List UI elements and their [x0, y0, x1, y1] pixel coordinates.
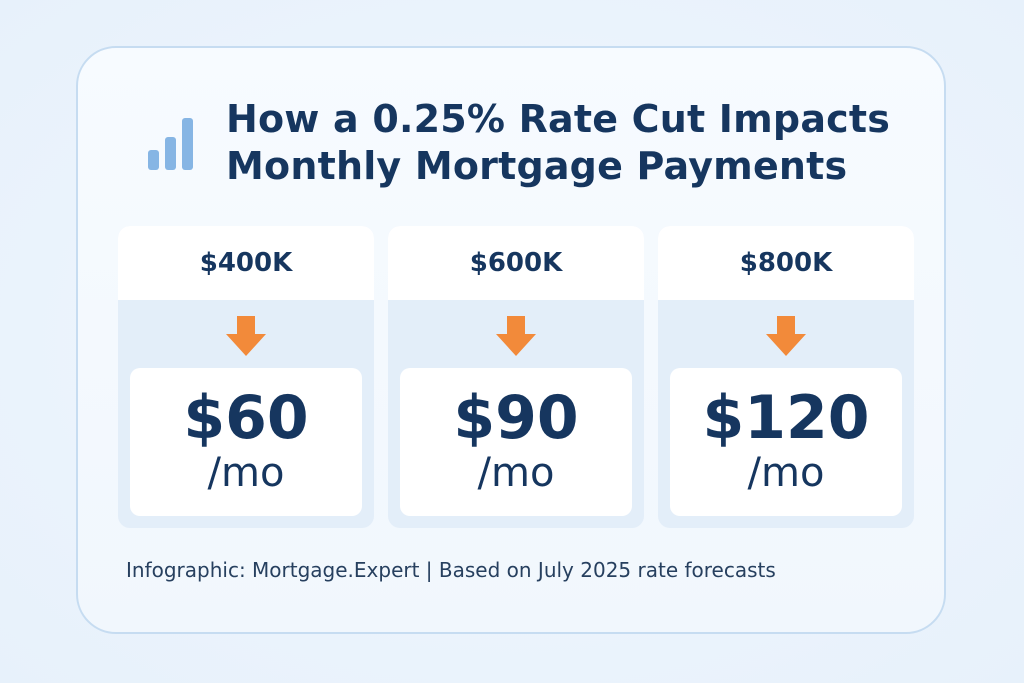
- savings-unit: /mo: [747, 450, 825, 496]
- savings-unit: /mo: [477, 450, 555, 496]
- savings-amount: $90: [453, 383, 579, 453]
- savings-amount: $120: [702, 383, 870, 453]
- savings-unit: /mo: [207, 450, 285, 496]
- arrow-down-icon: [226, 316, 266, 356]
- savings-amount: $60: [183, 383, 309, 453]
- arrow-down-icon: [496, 316, 536, 356]
- tier-card-600k: $600K $90 /mo: [388, 226, 644, 528]
- loan-amount: $800K: [658, 226, 914, 300]
- tier-list: $400K $60 /mo $600K $90 /mo: [118, 226, 914, 528]
- infographic-card: How a 0.25% Rate Cut Impacts Monthly Mor…: [76, 46, 946, 634]
- title-line-1: How a 0.25% Rate Cut Impacts: [226, 97, 891, 141]
- savings-box: $60 /mo: [130, 368, 362, 516]
- tier-card-800k: $800K $120 /mo: [658, 226, 914, 528]
- loan-amount: $600K: [388, 226, 644, 300]
- page-title: How a 0.25% Rate Cut Impacts Monthly Mor…: [226, 96, 890, 190]
- tier-card-400k: $400K $60 /mo: [118, 226, 374, 528]
- savings-box: $120 /mo: [670, 368, 902, 516]
- title-line-2: Monthly Mortgage Payments: [226, 144, 848, 188]
- savings-box: $90 /mo: [400, 368, 632, 516]
- bar-chart-icon: [148, 118, 194, 170]
- arrow-down-icon: [766, 316, 806, 356]
- loan-amount: $400K: [118, 226, 374, 300]
- header: How a 0.25% Rate Cut Impacts Monthly Mor…: [148, 96, 890, 190]
- source-caption: Infographic: Mortgage.Expert | Based on …: [126, 558, 776, 582]
